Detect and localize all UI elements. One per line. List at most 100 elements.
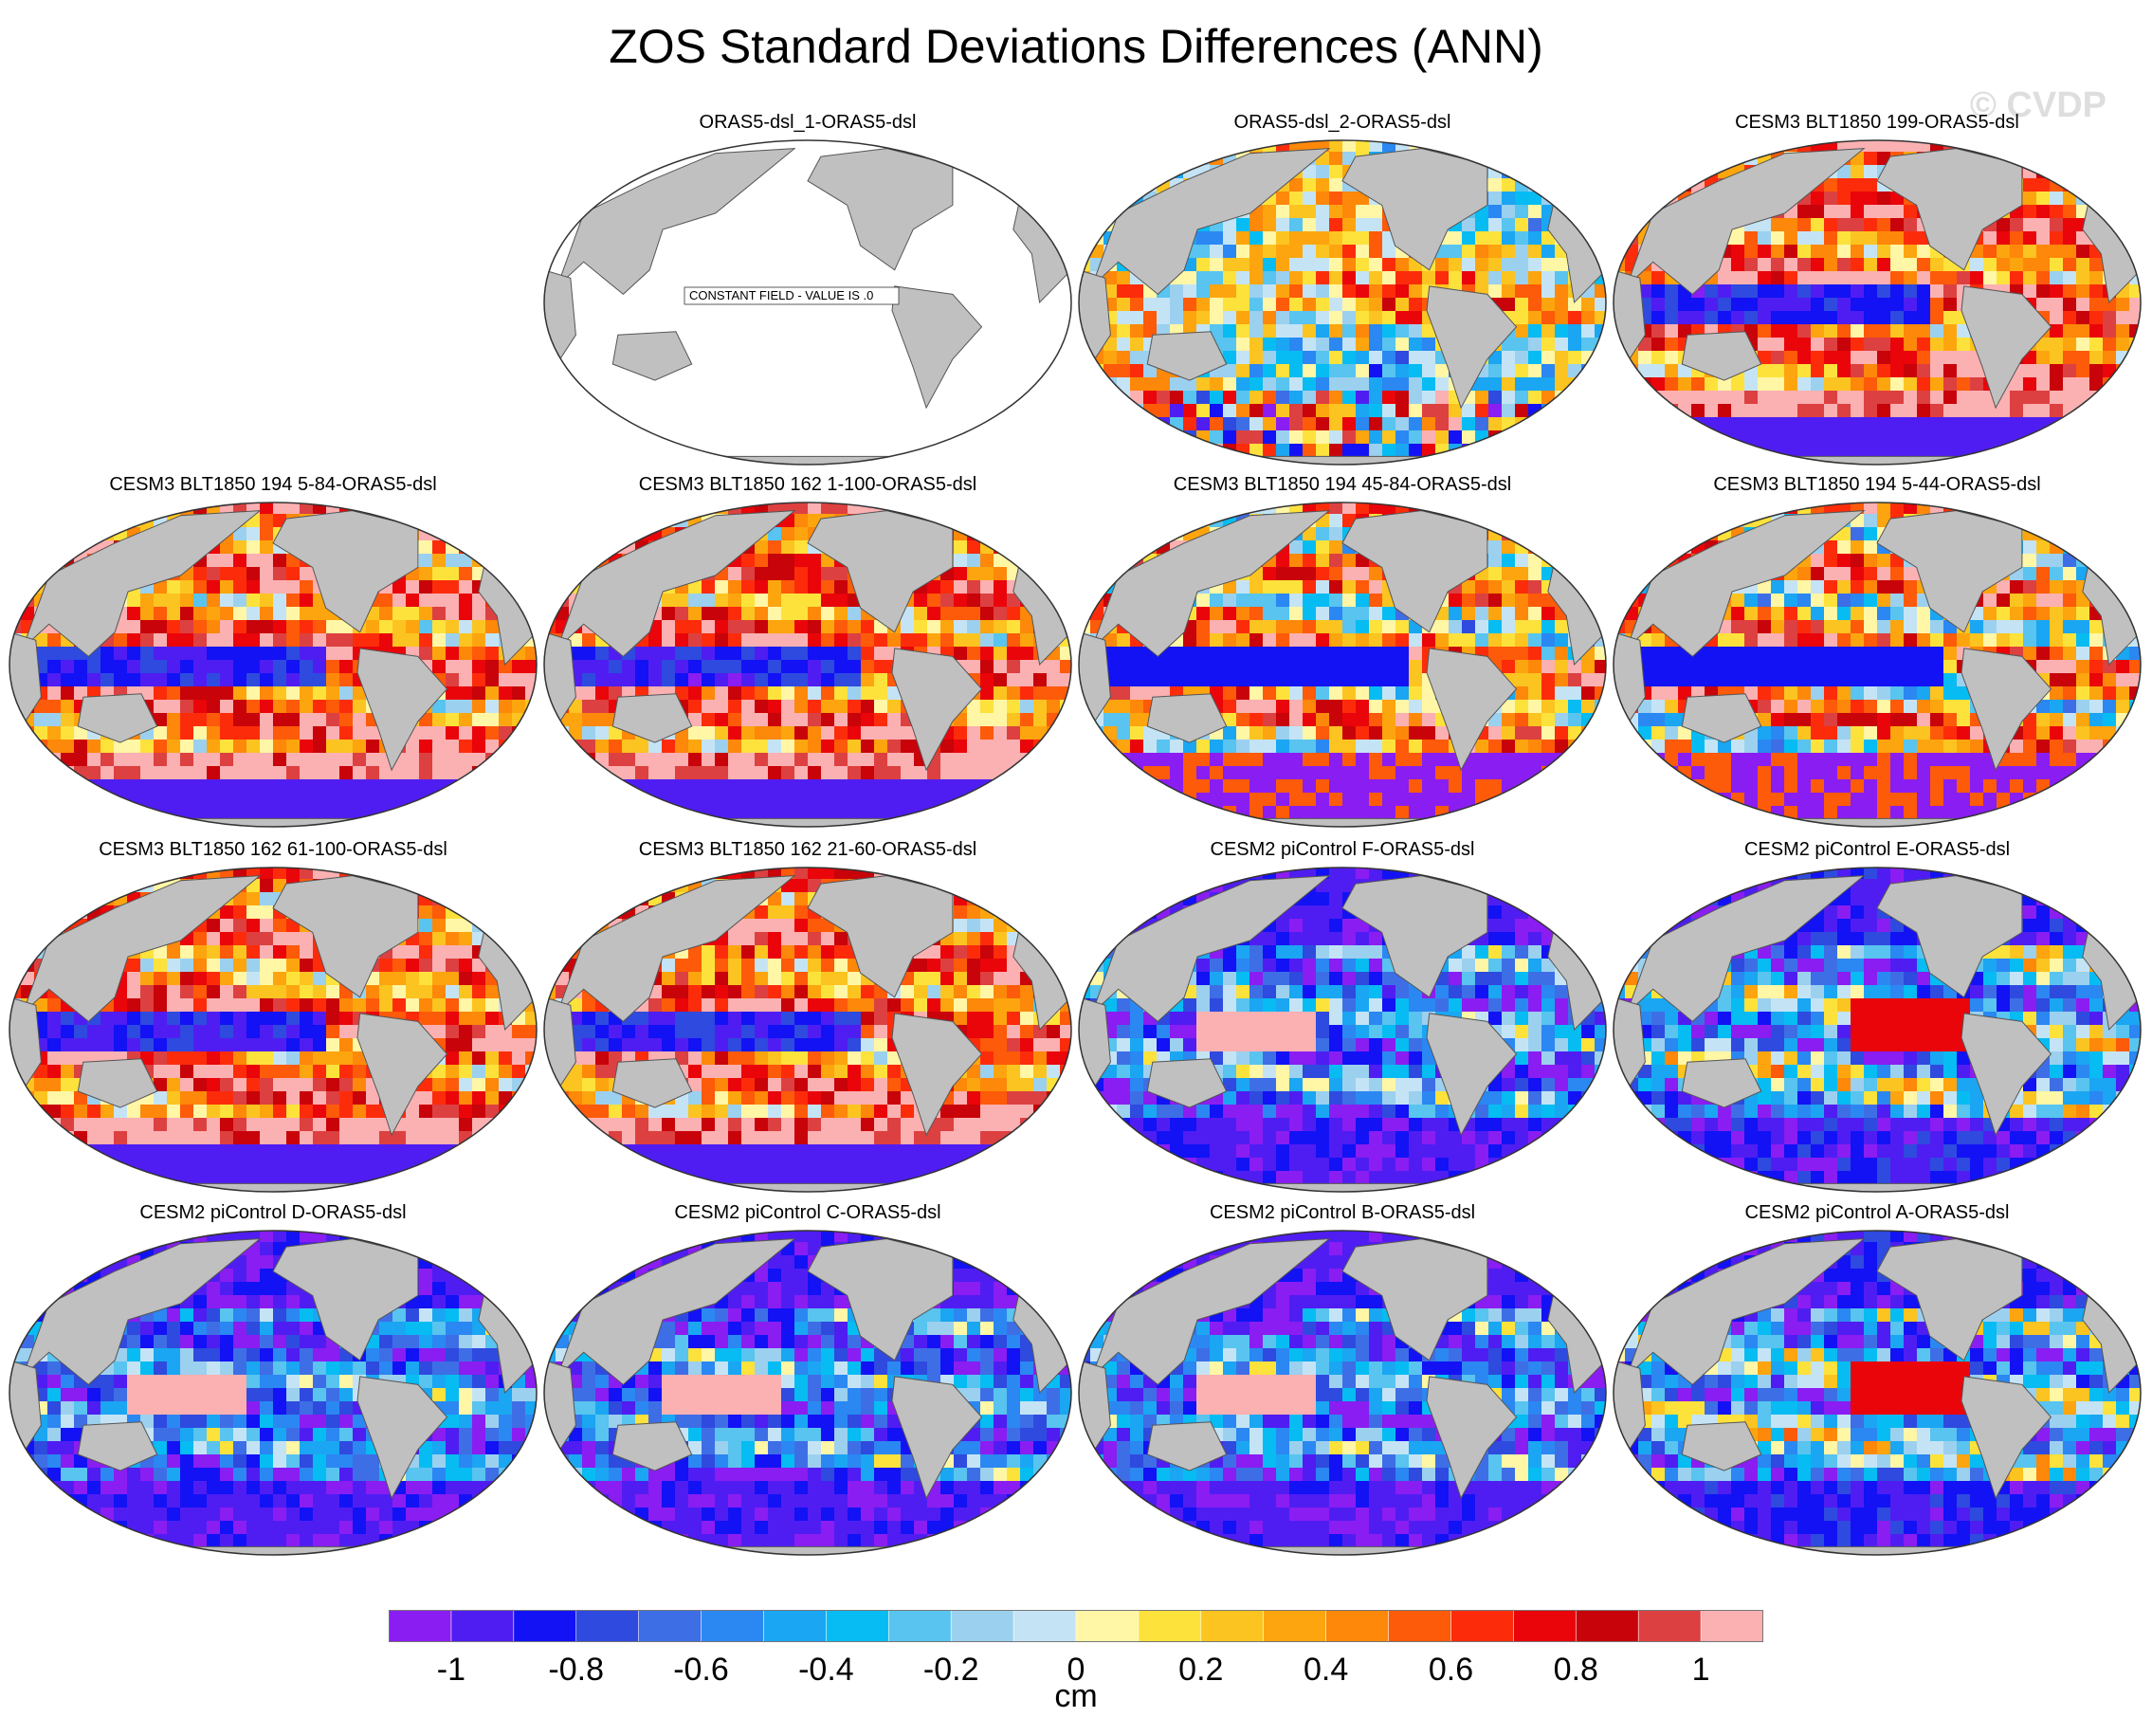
- world-map: [543, 867, 1072, 1193]
- map-panel: CESM2 piControl F-ORAS5-dsl: [1077, 839, 1608, 1196]
- colorbar-swatch: [1700, 1610, 1763, 1642]
- colorbar-swatch: [1637, 1610, 1702, 1642]
- cvdp-watermark: © CVDP: [1969, 85, 2106, 125]
- panel-title: CESM3 BLT1850 194 45-84-ORAS5-dsl: [1173, 474, 1512, 495]
- panel-title: ORAS5-dsl_1-ORAS5-dsl: [699, 112, 917, 133]
- colorbar-swatch: [1263, 1610, 1327, 1642]
- map-panel: CESM2 piControl B-ORAS5-dsl: [1077, 1202, 1608, 1559]
- colorbar: [389, 1610, 1763, 1642]
- map-panel: CESM3 BLT1850 162 21-60-ORAS5-dsl: [542, 839, 1073, 1196]
- panel-title: CESM2 piControl F-ORAS5-dsl: [1210, 839, 1475, 860]
- map-panel: CESM2 piControl A-ORAS5-dsl: [1612, 1202, 2143, 1559]
- map-border: [9, 502, 538, 828]
- colorbar-swatches: [389, 1610, 1763, 1642]
- world-map: [9, 502, 538, 828]
- colorbar-tick-label: 0: [1067, 1652, 1085, 1688]
- colorbar-swatch: [389, 1610, 452, 1642]
- colorbar-tick-label: 0.4: [1303, 1652, 1349, 1688]
- map-border: [543, 502, 1072, 828]
- map-panel: CESM3 BLT1850 194 5-84-ORAS5-dsl: [8, 474, 538, 831]
- map-panel: CESM2 piControl E-ORAS5-dsl: [1612, 839, 2143, 1196]
- world-map: [1078, 502, 1607, 828]
- map-border: [9, 1230, 538, 1556]
- map-panel: CESM3 BLT1850 194 5-44-ORAS5-dsl: [1612, 474, 2143, 831]
- colorbar-tick-label: -0.4: [798, 1652, 854, 1688]
- map-border: [543, 867, 1072, 1193]
- panel-title: ORAS5-dsl_2-ORAS5-dsl: [1233, 112, 1451, 133]
- colorbar-tick-label: -0.8: [548, 1652, 604, 1688]
- map-border: [543, 139, 1072, 466]
- panel-title: CESM3 BLT1850 162 21-60-ORAS5-dsl: [638, 839, 977, 860]
- map-border: [1613, 139, 2142, 466]
- colorbar-swatch: [1388, 1610, 1452, 1642]
- world-map: [1078, 139, 1607, 466]
- colorbar-swatch: [1513, 1610, 1577, 1642]
- map-border: [1613, 1230, 2142, 1556]
- colorbar-swatch: [1450, 1610, 1514, 1642]
- colorbar-swatch: [950, 1610, 1014, 1642]
- colorbar-swatch: [826, 1610, 889, 1642]
- colorbar-swatch: [1138, 1610, 1202, 1642]
- colorbar-swatch: [638, 1610, 702, 1642]
- constant-field-note: CONSTANT FIELD - VALUE IS .0: [689, 288, 873, 302]
- land-mask: [1614, 1238, 2141, 1555]
- map-border: [1613, 867, 2142, 1193]
- panel-title: CESM3 BLT1850 162 61-100-ORAS5-dsl: [99, 839, 447, 860]
- world-map: [1613, 139, 2142, 466]
- map-panel: ORAS5-dsl_1-ORAS5-dsl CONSTANT FIELD - VA…: [542, 112, 1073, 468]
- world-map: [1613, 1230, 2142, 1556]
- colorbar-swatch: [887, 1610, 952, 1642]
- colorbar-swatch: [1575, 1610, 1639, 1642]
- colorbar-tick-label: -0.2: [922, 1652, 979, 1688]
- map-border: [1078, 867, 1607, 1193]
- colorbar-tick-label: 1: [1691, 1652, 1710, 1688]
- colorbar-tick-label: 0.2: [1178, 1652, 1224, 1688]
- colorbar-swatch: [1325, 1610, 1390, 1642]
- colorbar-tick-label: 0.8: [1553, 1652, 1598, 1688]
- map-border: [1078, 1230, 1607, 1556]
- panel-title: CESM3 BLT1850 199-ORAS5-dsl: [1735, 112, 2019, 133]
- panel-title: CESM3 BLT1850 194 5-44-ORAS5-dsl: [1713, 474, 2041, 495]
- colorbar-units: cm: [1054, 1678, 1098, 1714]
- panel-title: CESM2 piControl A-ORAS5-dsl: [1744, 1202, 2010, 1223]
- colorbar-swatch: [575, 1610, 640, 1642]
- map-border: [9, 867, 538, 1193]
- colorbar-swatch: [763, 1610, 827, 1642]
- figure-title: ZOS Standard Deviations Differences (ANN…: [609, 20, 1543, 73]
- panel-title: CESM2 piControl C-ORAS5-dsl: [674, 1202, 941, 1223]
- map-panel: CESM3 BLT1850 162 61-100-ORAS5-dsl: [8, 839, 538, 1196]
- panel-title: CESM3 BLT1850 194 5-84-ORAS5-dsl: [109, 474, 437, 495]
- world-map: CONSTANT FIELD - VALUE IS .0: [543, 139, 1072, 466]
- colorbar-swatch: [1012, 1610, 1077, 1642]
- map-border: [1613, 502, 2142, 828]
- map-border: [1078, 139, 1607, 466]
- map-panel: CESM3 BLT1850 162 1-100-ORAS5-dsl: [542, 474, 1073, 831]
- colorbar-tick-label: -0.6: [673, 1652, 729, 1688]
- world-map: [1613, 867, 2142, 1193]
- world-map: [9, 1230, 538, 1556]
- map-panel: CESM2 piControl D-ORAS5-dsl: [8, 1202, 538, 1559]
- panel-title: CESM3 BLT1850 162 1-100-ORAS5-dsl: [638, 474, 977, 495]
- map-panel: ORAS5-dsl_2-ORAS5-dsl: [1077, 112, 1608, 468]
- map-border: [543, 1230, 1072, 1556]
- colorbar-tick-label: 0.6: [1428, 1652, 1474, 1688]
- map-panel: CESM3 BLT1850 199-ORAS5-dsl: [1612, 112, 2143, 468]
- colorbar-swatch: [1200, 1610, 1265, 1642]
- world-map: [1078, 867, 1607, 1193]
- colorbar-swatch: [513, 1610, 577, 1642]
- panel-title: CESM2 piControl D-ORAS5-dsl: [139, 1202, 407, 1223]
- map-border: [1078, 502, 1607, 828]
- world-map: [9, 867, 538, 1193]
- colorbar-tick-label: -1: [436, 1652, 466, 1688]
- map-panel: CESM2 piControl C-ORAS5-dsl: [542, 1202, 1073, 1559]
- world-map: [1613, 502, 2142, 828]
- world-map: [543, 1230, 1072, 1556]
- panel-title: CESM2 piControl E-ORAS5-dsl: [1743, 839, 2011, 860]
- world-map: [543, 502, 1072, 828]
- map-panel: CESM3 BLT1850 194 45-84-ORAS5-dsl: [1077, 474, 1608, 831]
- land-mask: [544, 875, 1071, 1192]
- land-mask: [9, 875, 537, 1192]
- panel-title: CESM2 piControl B-ORAS5-dsl: [1209, 1202, 1476, 1223]
- colorbar-swatch: [701, 1610, 765, 1642]
- world-map: [1078, 1230, 1607, 1556]
